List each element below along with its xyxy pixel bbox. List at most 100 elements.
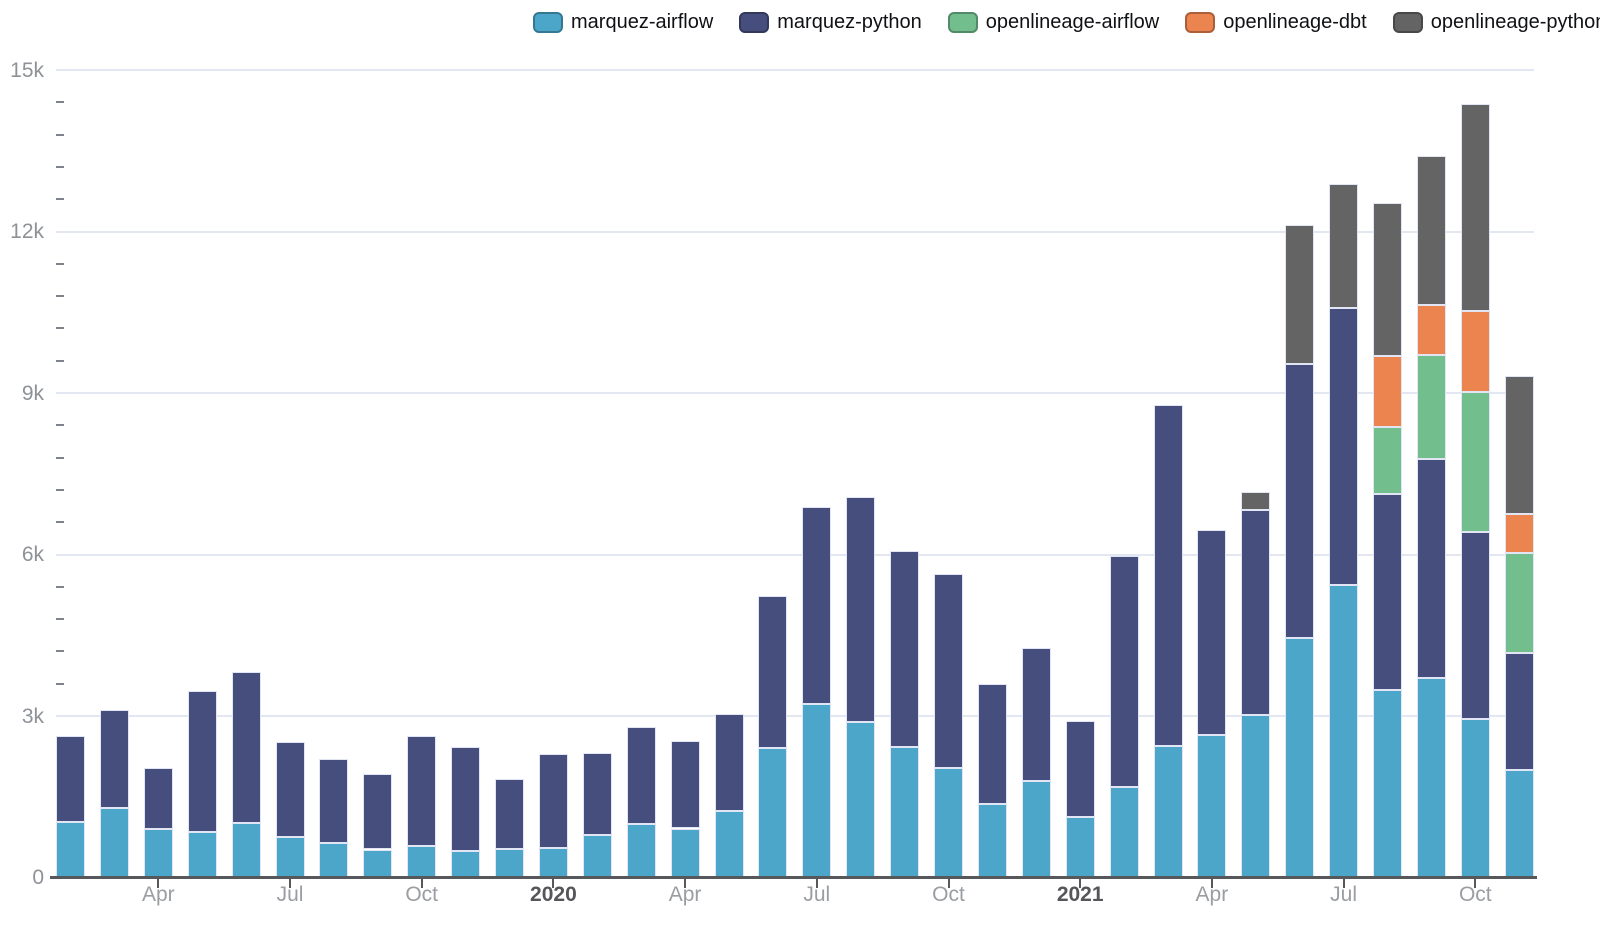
bar-Dec-2019-marquez-python[interactable] <box>495 778 524 849</box>
bar-Feb-2020-marquez-python[interactable] <box>582 753 612 835</box>
bar-Jul-2021-marquez-python[interactable] <box>1329 308 1359 586</box>
bar-Nov-2021-openlineage-dbt[interactable] <box>1504 514 1534 553</box>
bar-Jun-2019-marquez-python[interactable] <box>231 671 261 824</box>
bar-Jan-2020-marquez-python[interactable] <box>538 753 568 849</box>
legend-item-openlineage-dbt[interactable]: openlineage-dbt <box>1185 11 1367 34</box>
bar-Jun-2021-marquez-python[interactable] <box>1285 363 1315 639</box>
bar-Nov-2021-marquez-airflow[interactable] <box>1504 769 1534 878</box>
bar-May-2019-marquez-python[interactable] <box>187 690 217 833</box>
bar-Sep-2021-marquez-airflow[interactable] <box>1416 678 1446 878</box>
bar-May-2020-marquez-airflow[interactable] <box>714 810 744 878</box>
bar-Sep-2021-openlineage-dbt[interactable] <box>1416 304 1446 356</box>
bar-Nov-2020-marquez-airflow[interactable] <box>977 803 1007 878</box>
bar-Jan-2020-marquez-airflow[interactable] <box>538 848 568 878</box>
legend-item-openlineage-python[interactable]: openlineage-python <box>1392 11 1600 34</box>
bar-Jan-2021-marquez-airflow[interactable] <box>1065 816 1095 878</box>
x-tick-Apr <box>157 879 160 888</box>
bar-Apr-2021-marquez-airflow[interactable] <box>1197 735 1227 878</box>
bar-Mar-2021-marquez-airflow[interactable] <box>1153 745 1183 878</box>
bar-Feb-2020-marquez-airflow[interactable] <box>582 834 612 878</box>
bar-Nov-2021-openlineage-python[interactable] <box>1504 376 1534 515</box>
bar-Sep-2021-openlineage-airflow[interactable] <box>1416 355 1446 460</box>
bar-Aug-2021-openlineage-python[interactable] <box>1373 202 1402 356</box>
bar-Sep-2019-marquez-airflow[interactable] <box>363 849 393 878</box>
bar-Feb-2021-marquez-python[interactable] <box>1109 555 1139 788</box>
bar-Apr-2019-marquez-python[interactable] <box>143 767 173 829</box>
bar-Oct-2021-openlineage-dbt[interactable] <box>1460 310 1490 393</box>
bar-Oct-2021-marquez-python[interactable] <box>1460 532 1490 719</box>
gridline-15k <box>56 69 1534 71</box>
bar-Nov-2019-marquez-airflow[interactable] <box>451 850 481 878</box>
bar-Aug-2020-marquez-airflow[interactable] <box>846 722 876 878</box>
bar-Mar-2019-marquez-python[interactable] <box>99 710 129 808</box>
bar-Jun-2020-marquez-python[interactable] <box>758 595 788 748</box>
bar-Jun-2021-openlineage-python[interactable] <box>1285 224 1315 364</box>
bar-Apr-2020-marquez-airflow[interactable] <box>670 828 700 878</box>
bar-Sep-2020-marquez-airflow[interactable] <box>890 746 920 878</box>
bar-Jul-2020-marquez-python[interactable] <box>802 507 832 705</box>
bar-Oct-2019-marquez-python[interactable] <box>407 735 437 846</box>
x-axis-label-Jul: Jul <box>1330 883 1358 906</box>
bar-Oct-2019-marquez-airflow[interactable] <box>407 845 437 878</box>
bar-Nov-2020-marquez-python[interactable] <box>977 683 1007 804</box>
bar-Apr-2021-marquez-python[interactable] <box>1197 529 1227 736</box>
bar-Oct-2021-openlineage-python[interactable] <box>1460 104 1490 311</box>
bar-Jan-2021-marquez-python[interactable] <box>1065 721 1095 817</box>
bar-Jun-2019-marquez-airflow[interactable] <box>231 823 261 878</box>
bar-Sep-2020-marquez-python[interactable] <box>890 550 920 747</box>
bar-Jul-2019-marquez-python[interactable] <box>275 742 305 837</box>
bar-Nov-2021-openlineage-airflow[interactable] <box>1504 552 1534 653</box>
bar-Aug-2021-openlineage-dbt[interactable] <box>1373 355 1402 427</box>
bar-Jun-2021-marquez-airflow[interactable] <box>1285 638 1315 878</box>
y-minor-tick <box>56 133 64 136</box>
x-tick-2020 <box>552 879 555 888</box>
bar-May-2020-marquez-python[interactable] <box>714 714 744 811</box>
y-axis-label-12k: 12k <box>10 220 44 243</box>
bar-Nov-2021-marquez-python[interactable] <box>1504 653 1534 770</box>
bar-Mar-2021-marquez-python[interactable] <box>1153 405 1183 746</box>
x-tick-Oct <box>947 879 950 888</box>
bar-Aug-2021-marquez-python[interactable] <box>1373 494 1402 691</box>
bar-Mar-2019-marquez-airflow[interactable] <box>99 807 129 878</box>
bar-Aug-2019-marquez-airflow[interactable] <box>319 842 349 878</box>
x-axis-line <box>50 876 1537 879</box>
bar-Aug-2020-marquez-python[interactable] <box>846 496 876 723</box>
x-axis-label-2021: 2021 <box>1056 883 1104 906</box>
bar-Sep-2019-marquez-python[interactable] <box>363 773 393 850</box>
bar-Feb-2019-marquez-airflow[interactable] <box>56 821 85 878</box>
bar-Nov-2019-marquez-python[interactable] <box>451 746 481 851</box>
legend-item-marquez-airflow[interactable]: marquez-airflow <box>533 11 713 34</box>
bar-Dec-2020-marquez-python[interactable] <box>1021 647 1051 781</box>
bar-Oct-2020-marquez-python[interactable] <box>934 574 963 768</box>
bar-Apr-2019-marquez-airflow[interactable] <box>143 828 173 878</box>
bar-Jul-2020-marquez-airflow[interactable] <box>802 704 832 878</box>
bar-Jul-2021-marquez-airflow[interactable] <box>1329 585 1359 878</box>
bar-Mar-2020-marquez-airflow[interactable] <box>626 824 656 878</box>
bar-Dec-2019-marquez-airflow[interactable] <box>495 848 524 878</box>
legend-swatch-marquez-airflow <box>533 12 563 33</box>
bar-Sep-2021-openlineage-python[interactable] <box>1416 156 1446 305</box>
bar-Jul-2019-marquez-airflow[interactable] <box>275 836 305 878</box>
bar-May-2021-marquez-airflow[interactable] <box>1241 714 1271 878</box>
legend-item-openlineage-airflow[interactable]: openlineage-airflow <box>947 11 1159 34</box>
bar-Oct-2021-openlineage-airflow[interactable] <box>1460 392 1490 533</box>
bar-Oct-2020-marquez-airflow[interactable] <box>934 767 963 878</box>
bar-Feb-2019-marquez-python[interactable] <box>56 736 85 822</box>
bar-Aug-2019-marquez-python[interactable] <box>319 759 349 843</box>
x-tick-Oct <box>1474 879 1477 888</box>
bar-Apr-2020-marquez-python[interactable] <box>670 740 700 829</box>
bar-Jun-2020-marquez-airflow[interactable] <box>758 747 788 878</box>
bar-Feb-2021-marquez-airflow[interactable] <box>1109 787 1139 878</box>
bar-May-2021-openlineage-python[interactable] <box>1241 491 1271 511</box>
bar-May-2021-marquez-python[interactable] <box>1241 510 1271 715</box>
bar-Oct-2021-marquez-airflow[interactable] <box>1460 718 1490 878</box>
bar-Aug-2021-openlineage-airflow[interactable] <box>1373 426 1402 495</box>
bar-May-2019-marquez-airflow[interactable] <box>187 832 217 878</box>
bar-Sep-2021-marquez-python[interactable] <box>1416 459 1446 679</box>
bar-Dec-2020-marquez-airflow[interactable] <box>1021 780 1051 878</box>
y-minor-tick <box>56 488 64 491</box>
bar-Aug-2021-marquez-airflow[interactable] <box>1373 690 1402 878</box>
bar-Jul-2021-openlineage-python[interactable] <box>1329 183 1359 309</box>
legend-item-marquez-python[interactable]: marquez-python <box>739 11 922 34</box>
bar-Mar-2020-marquez-python[interactable] <box>626 726 656 825</box>
